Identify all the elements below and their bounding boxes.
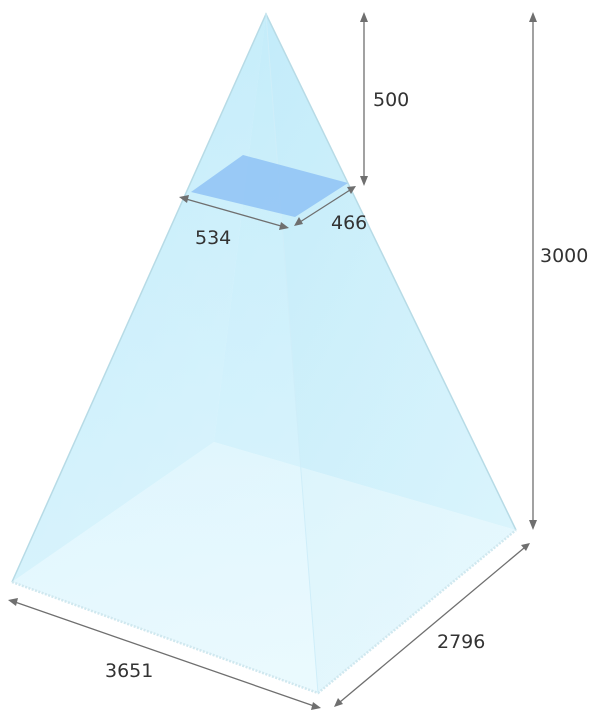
top-height-label: 500 [373, 89, 409, 111]
section-width-dimension-line [185, 198, 282, 227]
section-depth-dimension-line [299, 189, 351, 223]
base-depth-label: 2796 [437, 631, 485, 653]
dimension-lines [8, 12, 537, 710]
section-width-arrow-left [179, 195, 189, 203]
section-width-arrow-right [279, 222, 289, 230]
base-width-label: 3651 [105, 660, 153, 682]
dimension-labels: 500 534 466 3000 3651 2796 [105, 89, 588, 682]
base-depth-arrow-right [521, 543, 530, 551]
base-width-arrow-right [311, 702, 321, 710]
pyramid-front-left-face [12, 14, 318, 693]
section-depth-arrow-left [294, 217, 303, 226]
section-depth-label: 466 [331, 212, 367, 234]
top-height-arrow-up [360, 12, 368, 22]
section-width-label: 534 [195, 227, 231, 249]
pyramid-front-ridge [265, 13, 319, 694]
total-height-label: 3000 [540, 245, 588, 267]
top-height-arrow-down [360, 176, 368, 186]
section-depth-arrow-right [347, 186, 356, 194]
base-width-arrow-left [8, 598, 18, 606]
pyramid-cross-section [191, 155, 348, 217]
base-depth-dimension-line [339, 547, 525, 703]
total-height-arrow-down [529, 520, 537, 530]
total-height-arrow-up [529, 12, 537, 22]
pyramid-body [11, 12, 517, 695]
base-width-dimension-line [14, 601, 315, 707]
base-depth-arrow-left [334, 698, 343, 707]
